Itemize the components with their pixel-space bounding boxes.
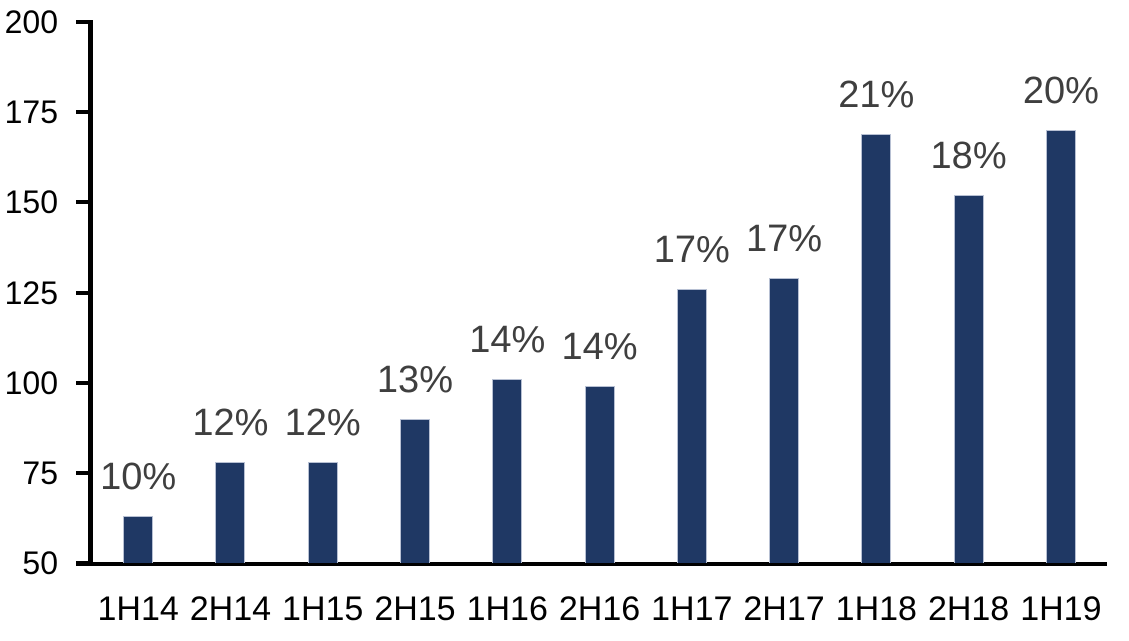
y-tick-mark — [76, 561, 89, 565]
bar-value-label: 21% — [838, 73, 915, 116]
bar — [676, 288, 707, 563]
bar — [769, 278, 800, 563]
x-tick-label: 1H17 — [651, 590, 733, 628]
x-tick-label: 2H16 — [558, 590, 641, 628]
y-tick-mark — [76, 380, 89, 385]
y-tick-mark — [76, 20, 89, 24]
bar — [399, 418, 430, 563]
x-tick-label: 1H16 — [466, 590, 548, 628]
bar-value-label: 17% — [746, 218, 823, 261]
bar-value-label: 13% — [376, 358, 453, 401]
y-tick-label: 150 — [4, 184, 58, 221]
x-axis-line — [76, 562, 1107, 566]
bar — [953, 195, 984, 563]
bar-value-label: 14% — [561, 326, 638, 369]
bar — [215, 462, 246, 563]
y-tick-label: 75 — [22, 454, 58, 491]
x-tick-label: 2H14 — [189, 590, 272, 628]
x-tick-label: 1H19 — [1020, 590, 1102, 628]
bar-value-label: 17% — [653, 228, 730, 271]
bar — [584, 386, 615, 563]
y-tick-label: 200 — [4, 4, 58, 40]
y-tick-label: 125 — [4, 274, 58, 311]
x-tick-label: 1H14 — [97, 590, 179, 628]
y-tick-label: 175 — [4, 94, 58, 131]
bar — [123, 516, 154, 563]
y-tick-label: 100 — [4, 364, 58, 401]
y-tick-mark — [76, 290, 89, 295]
y-axis-line — [88, 20, 93, 566]
x-tick-label: 2H15 — [374, 590, 456, 628]
bar — [492, 379, 523, 563]
bar — [861, 133, 892, 563]
x-tick-label: 2H17 — [743, 590, 825, 628]
y-tick-mark — [76, 470, 89, 475]
x-tick-label: 1H15 — [282, 590, 364, 628]
y-tick-label: 50 — [22, 545, 58, 581]
bar — [1045, 130, 1076, 563]
y-tick-mark — [76, 200, 89, 205]
bar-value-label: 18% — [930, 135, 1007, 178]
bar-value-label: 20% — [1022, 70, 1099, 113]
y-tick-mark — [76, 110, 89, 115]
bar — [307, 462, 338, 563]
bar-value-label: 12% — [284, 402, 361, 444]
x-tick-label: 1H18 — [835, 590, 917, 628]
bar-value-label: 14% — [469, 319, 546, 362]
x-tick-label: 2H18 — [927, 590, 1010, 628]
bar-value-label: 10% — [100, 456, 177, 499]
bar-value-label: 12% — [192, 402, 269, 444]
